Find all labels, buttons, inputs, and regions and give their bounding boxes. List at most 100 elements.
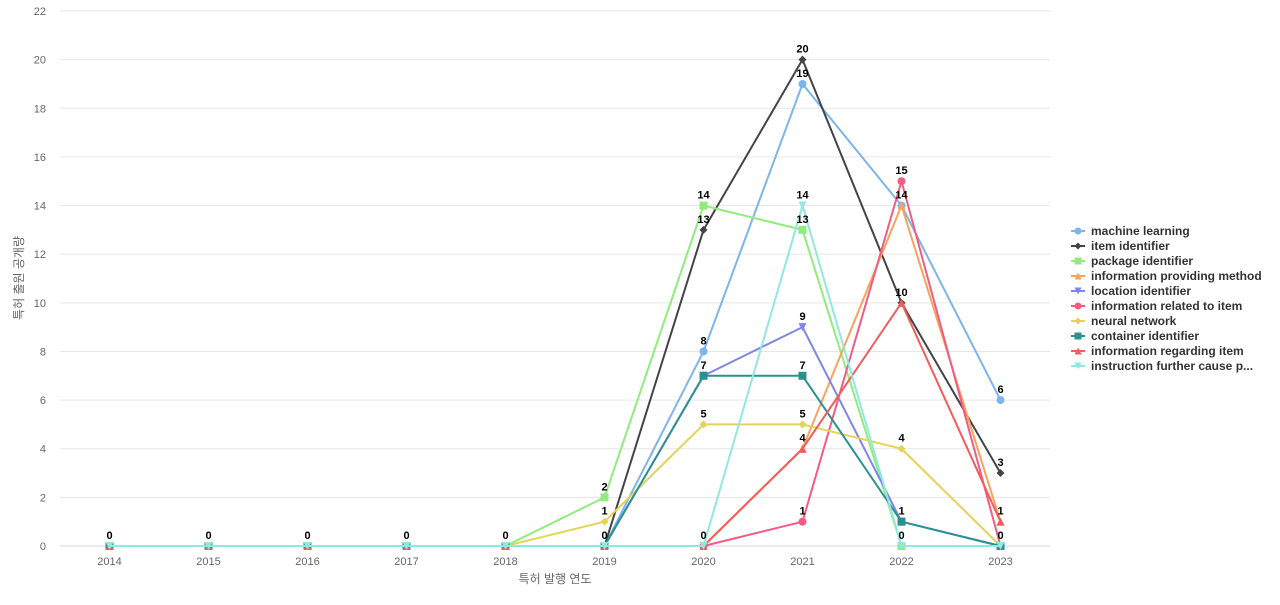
legend-item[interactable]: instruction further cause p... bbox=[1071, 359, 1253, 373]
data-label: 19 bbox=[796, 68, 808, 80]
data-point[interactable] bbox=[798, 225, 807, 234]
legend-marker[interactable] bbox=[1074, 227, 1082, 235]
legend-marker[interactable] bbox=[1074, 332, 1082, 340]
series-lines bbox=[105, 55, 1005, 550]
series-line bbox=[109, 423, 1002, 547]
data-label: 14 bbox=[796, 190, 809, 202]
x-tick-label: 2023 bbox=[988, 556, 1012, 568]
legend-item[interactable]: location identifier bbox=[1071, 284, 1191, 298]
series-line bbox=[109, 204, 1001, 547]
data-point[interactable] bbox=[996, 469, 1005, 478]
y-tick-label: 12 bbox=[34, 249, 46, 261]
data-point[interactable] bbox=[303, 542, 312, 550]
legend-label: instruction further cause p... bbox=[1091, 359, 1253, 373]
data-point[interactable] bbox=[699, 201, 708, 210]
data-point[interactable] bbox=[105, 542, 114, 550]
legend-item[interactable]: information providing method bbox=[1071, 269, 1262, 283]
data-label: 1 bbox=[898, 506, 904, 518]
data-label: 0 bbox=[898, 530, 904, 542]
data-point[interactable] bbox=[798, 323, 807, 332]
data-point[interactable] bbox=[699, 225, 708, 234]
x-tick-label: 2016 bbox=[295, 556, 319, 568]
legend-marker[interactable] bbox=[1074, 302, 1082, 310]
data-label: 0 bbox=[700, 530, 706, 542]
series-line bbox=[109, 374, 1001, 547]
y-tick-label: 8 bbox=[40, 346, 46, 358]
legend-marker[interactable] bbox=[1074, 272, 1082, 280]
data-point[interactable] bbox=[402, 542, 411, 550]
legend-label: information providing method bbox=[1091, 269, 1262, 283]
y-axis: 0 2 4 6 8 10 12 14 16 18 20 22 bbox=[34, 6, 46, 553]
data-point[interactable] bbox=[996, 542, 1005, 550]
data-label: 0 bbox=[205, 530, 211, 542]
legend-marker[interactable] bbox=[1074, 287, 1082, 295]
data-label: 0 bbox=[601, 530, 607, 542]
legend-marker[interactable] bbox=[1074, 317, 1082, 325]
data-point[interactable] bbox=[600, 542, 609, 550]
data-point[interactable] bbox=[798, 55, 807, 64]
data-point[interactable] bbox=[699, 347, 708, 356]
x-tick-label: 2021 bbox=[790, 556, 814, 568]
data-label: 5 bbox=[700, 408, 706, 420]
legend-item[interactable]: information regarding item bbox=[1071, 344, 1244, 358]
legend-marker[interactable] bbox=[1074, 362, 1082, 370]
data-point[interactable] bbox=[600, 493, 609, 502]
data-point[interactable] bbox=[699, 542, 708, 550]
y-tick-label: 10 bbox=[34, 298, 46, 310]
data-point[interactable] bbox=[996, 396, 1005, 405]
data-point[interactable] bbox=[204, 542, 213, 550]
data-point[interactable] bbox=[897, 201, 906, 210]
data-point[interactable] bbox=[501, 542, 510, 550]
y-tick-label: 14 bbox=[34, 201, 46, 213]
data-label: 9 bbox=[799, 311, 805, 323]
legend-marker[interactable] bbox=[1074, 257, 1082, 265]
data-point[interactable] bbox=[798, 79, 807, 88]
data-point[interactable] bbox=[798, 444, 807, 453]
y-tick-label: 22 bbox=[34, 6, 46, 18]
data-label: 3 bbox=[997, 457, 1003, 469]
data-point[interactable] bbox=[996, 517, 1005, 526]
data-point[interactable] bbox=[897, 177, 906, 186]
legend-item[interactable]: neural network bbox=[1071, 314, 1177, 328]
legend-label: package identifier bbox=[1091, 254, 1193, 268]
data-point[interactable] bbox=[798, 517, 807, 526]
data-point[interactable] bbox=[600, 517, 609, 526]
legend-label: information related to item bbox=[1091, 299, 1242, 313]
data-label: 7 bbox=[700, 360, 706, 372]
data-label: 15 bbox=[895, 165, 907, 177]
series-line bbox=[109, 204, 1001, 547]
series-line bbox=[109, 204, 1002, 547]
data-label: 0 bbox=[403, 530, 409, 542]
data-label: 0 bbox=[106, 530, 112, 542]
data-label: 7 bbox=[799, 360, 805, 372]
data-labels: 0 0 0 0 021014138750201914139754115141041063… bbox=[106, 44, 1003, 542]
data-point[interactable] bbox=[897, 298, 906, 307]
legend-marker[interactable] bbox=[1074, 347, 1082, 355]
data-point[interactable] bbox=[699, 420, 708, 429]
data-point[interactable] bbox=[699, 371, 708, 380]
data-point[interactable] bbox=[897, 517, 906, 526]
data-label: 1 bbox=[997, 506, 1003, 518]
legend-item[interactable]: item identifier bbox=[1071, 239, 1170, 253]
data-label: 6 bbox=[997, 384, 1003, 396]
x-tick-label: 2014 bbox=[97, 556, 121, 568]
legend-marker[interactable] bbox=[1074, 242, 1082, 250]
series-line bbox=[109, 82, 1002, 547]
y-tick-label: 0 bbox=[40, 541, 46, 553]
legend-label: information regarding item bbox=[1091, 344, 1244, 358]
legend-item[interactable]: container identifier bbox=[1071, 329, 1199, 343]
data-point[interactable] bbox=[897, 542, 906, 550]
data-label: 14 bbox=[895, 190, 908, 202]
legend-item[interactable]: package identifier bbox=[1071, 254, 1193, 268]
data-label: 8 bbox=[700, 335, 706, 347]
data-point[interactable] bbox=[798, 201, 807, 210]
data-point[interactable] bbox=[798, 420, 807, 429]
data-label: 4 bbox=[799, 433, 806, 445]
data-point[interactable] bbox=[897, 444, 906, 453]
legend-item[interactable]: information related to item bbox=[1071, 299, 1242, 313]
legend-item[interactable]: machine learning bbox=[1071, 224, 1190, 238]
legend-label: item identifier bbox=[1091, 239, 1170, 253]
data-point[interactable] bbox=[798, 371, 807, 380]
